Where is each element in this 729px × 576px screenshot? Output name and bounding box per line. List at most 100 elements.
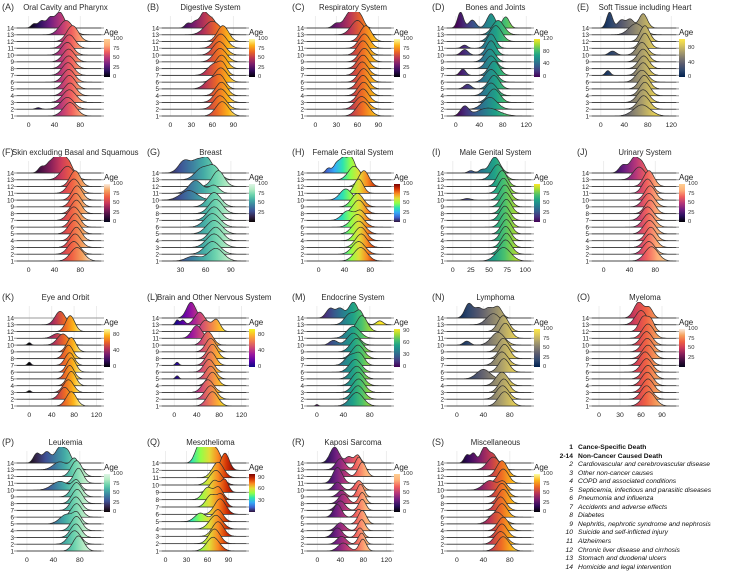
age-colorbar-tick: 60 — [403, 340, 410, 346]
y-axis-label: 11 — [7, 46, 14, 53]
y-axis-label: 5 — [440, 521, 444, 528]
y-axis-label: 13 — [7, 322, 15, 329]
panel-title: Miscellaneous — [470, 438, 521, 447]
panel-letter: (S) — [432, 437, 444, 447]
y-axis-label: 10 — [7, 342, 15, 349]
panel-letter: (L) — [147, 292, 158, 302]
panel-letter: (Q) — [147, 437, 160, 447]
x-axis-tick: 0 — [27, 267, 31, 274]
y-axis-label: 2 — [10, 397, 14, 404]
y-axis-label: 10 — [437, 342, 445, 349]
x-axis-tick: 40 — [193, 412, 201, 419]
y-axis-label: 7 — [155, 73, 159, 80]
x-axis-tick: 60 — [209, 122, 217, 129]
key-text: Cance-Specific Death — [578, 444, 647, 451]
y-axis-label: 2 — [10, 542, 14, 549]
y-axis-label: 11 — [297, 481, 304, 488]
y-axis-label: 9 — [440, 59, 444, 66]
y-axis-label: 5 — [155, 231, 159, 238]
age-colorbar-tick: 100 — [403, 181, 413, 187]
age-colorbar-tick: 50 — [543, 345, 550, 351]
age-legend-title: Age — [249, 318, 264, 327]
age-colorbar-tick: 90 — [258, 474, 265, 481]
x-axis-tick: 0 — [602, 267, 606, 274]
y-axis-label: 3 — [155, 534, 159, 541]
y-axis-label: 12 — [152, 39, 160, 46]
y-axis-label: 6 — [10, 79, 14, 86]
key-row: 7 Accidents and adverse effects — [548, 504, 729, 513]
age-colorbar — [249, 329, 255, 367]
panel-letter: (M) — [292, 292, 306, 302]
y-axis-label: 1 — [440, 258, 444, 265]
age-legend-title: Age — [679, 173, 694, 182]
age-colorbar-wrap: 100 75 50 25 0 — [104, 36, 137, 80]
y-axis-label: 6 — [300, 79, 304, 86]
y-axis-label: 7 — [10, 218, 14, 225]
age-colorbar-wrap: 80 40 0 — [104, 329, 137, 370]
y-axis-label: 13 — [152, 32, 160, 39]
x-axis-tick: 0 — [172, 412, 176, 419]
y-axis-label: 1 — [440, 113, 444, 120]
age-colorbar-tick: 25 — [543, 209, 550, 216]
y-axis-label: 7 — [440, 508, 444, 515]
key-number: 13 — [565, 555, 573, 563]
age-colorbar-tick: 0 — [688, 219, 692, 225]
panel-title: Respiratory System — [318, 3, 388, 12]
age-colorbar-tick: 0 — [543, 74, 547, 80]
age-colorbar-tick: 0 — [113, 219, 117, 225]
age-colorbar-wrap: 80 40 0 — [679, 39, 712, 80]
x-axis-tick: 90 — [227, 267, 235, 274]
y-axis-label: 8 — [300, 356, 304, 363]
panel-title: Endocrine System — [321, 293, 385, 302]
y-axis-label: 7 — [585, 363, 589, 370]
y-axis-label: 2 — [440, 107, 444, 114]
age-colorbar-tick: 120 — [543, 36, 553, 42]
panel-body: 14 13 12 11 10 9 8 7 6 5 4 3 2 1 0 40 80 120 Age 80 40 0 — [0, 302, 145, 423]
y-axis-label: 13 — [437, 177, 445, 184]
x-axis-tick: 80 — [499, 122, 507, 129]
age-legend-title: Age — [104, 463, 119, 472]
panel-body: 14 13 12 11 10 9 8 7 6 5 4 3 2 1 0 30 60 90 Age 100 75 50 25 0 — [145, 12, 290, 133]
age-colorbar-tick: 0 — [258, 74, 262, 80]
age-colorbar — [394, 474, 400, 512]
age-colorbar-tick: 25 — [113, 209, 120, 216]
age-colorbar-tick: 0 — [688, 74, 692, 80]
age-colorbar-wrap: 100 75 50 25 0 — [104, 181, 137, 225]
y-axis-label: 9 — [300, 59, 304, 66]
panel-body: 14 13 12 11 10 9 8 7 6 5 4 3 2 1 0 30 60 90 Age 100 75 50 25 — [575, 302, 729, 423]
age-colorbar-tick: 0 — [403, 74, 407, 80]
key-number: 8 — [569, 512, 573, 520]
age-colorbar-tick: 75 — [258, 45, 265, 52]
age-legend-title: Age — [534, 463, 549, 472]
key-text: Suicide and self-inflicted injury — [578, 529, 668, 537]
y-axis-label: 4 — [440, 383, 444, 390]
panel-letter: (J) — [577, 147, 588, 157]
x-axis-tick: 30 — [177, 267, 185, 274]
y-axis-label: 9 — [155, 349, 159, 356]
y-axis-label: 6 — [155, 224, 159, 231]
age-colorbar-wrap: 100 75 50 25 0 — [394, 181, 427, 225]
y-axis-label: 14 — [7, 170, 15, 177]
y-axis-label: 7 — [300, 73, 304, 80]
y-axis-label: 7 — [300, 218, 304, 225]
age-colorbar-tick: 100 — [688, 326, 698, 332]
x-axis-tick: 80 — [506, 412, 514, 419]
key-number: 1 — [569, 444, 573, 451]
age-colorbar-tick: 50 — [688, 345, 695, 351]
age-colorbar-tick: 75 — [688, 335, 695, 342]
key-cell: 1 Cance-Specific Death 2-14 Non-Cancer Caus… — [560, 435, 729, 576]
panel-P: (P) Leukemia 14 13 12 11 10 9 8 7 6 5 4 3 2 1 0 40 80 Age 10… — [0, 435, 145, 576]
y-axis-label: 9 — [10, 349, 14, 356]
y-axis-label: 9 — [10, 204, 14, 211]
y-axis-label: 10 — [152, 197, 160, 204]
y-axis-label: 11 — [7, 191, 14, 198]
y-axis-label: 4 — [155, 526, 159, 533]
y-axis-label: 1 — [155, 258, 159, 265]
y-axis-label: 8 — [585, 66, 589, 73]
key-text: Other non-cancer causes — [578, 469, 654, 477]
age-colorbar-tick: 100 — [543, 326, 553, 332]
age-legend: Age 100 75 50 25 0 — [104, 173, 137, 225]
